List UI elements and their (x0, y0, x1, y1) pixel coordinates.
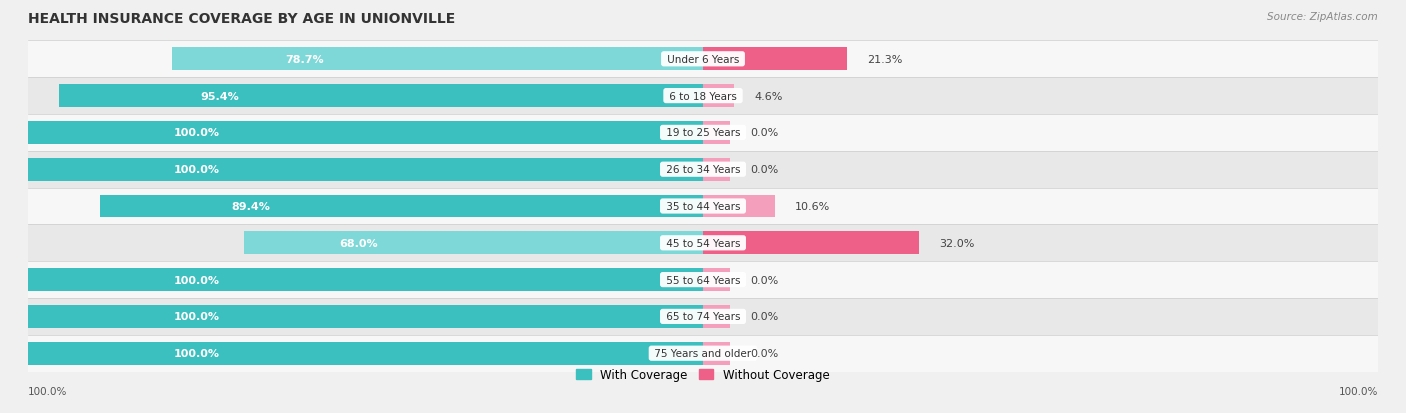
Text: 0.0%: 0.0% (751, 312, 779, 322)
Text: 100.0%: 100.0% (28, 387, 67, 396)
Text: 89.4%: 89.4% (231, 202, 270, 211)
Text: 55 to 64 Years: 55 to 64 Years (662, 275, 744, 285)
Text: 21.3%: 21.3% (868, 55, 903, 65)
Bar (28, 41, 1378, 78)
Text: 0.0%: 0.0% (751, 275, 779, 285)
Text: 32.0%: 32.0% (939, 238, 974, 248)
Text: 100.0%: 100.0% (174, 275, 219, 285)
Bar (28, 78, 1378, 115)
Bar (28, 261, 1378, 298)
Text: 65 to 74 Years: 65 to 74 Years (662, 312, 744, 322)
Text: 95.4%: 95.4% (201, 91, 239, 101)
Bar (703, 268, 730, 291)
Text: 19 to 25 Years: 19 to 25 Years (662, 128, 744, 138)
Bar (28, 305, 703, 328)
Text: 6 to 18 Years: 6 to 18 Years (666, 91, 740, 101)
Text: 100.0%: 100.0% (174, 128, 219, 138)
Text: 10.6%: 10.6% (794, 202, 830, 211)
Text: 100.0%: 100.0% (174, 312, 219, 322)
Bar (59, 85, 703, 108)
Bar (703, 159, 730, 181)
Bar (28, 335, 1378, 372)
Bar (703, 232, 920, 254)
Bar (28, 298, 1378, 335)
Text: Under 6 Years: Under 6 Years (664, 55, 742, 65)
Bar (28, 115, 1378, 152)
Text: 0.0%: 0.0% (751, 128, 779, 138)
Bar (245, 232, 703, 254)
Bar (703, 48, 846, 71)
Text: 35 to 44 Years: 35 to 44 Years (662, 202, 744, 211)
Bar (172, 48, 703, 71)
Bar (703, 85, 734, 108)
Text: 68.0%: 68.0% (339, 238, 378, 248)
Text: 4.6%: 4.6% (754, 91, 783, 101)
Text: 75 Years and older: 75 Years and older (651, 348, 755, 358)
Bar (703, 122, 730, 145)
Bar (28, 225, 1378, 261)
Bar (28, 188, 1378, 225)
Text: 100.0%: 100.0% (174, 165, 219, 175)
Text: 45 to 54 Years: 45 to 54 Years (662, 238, 744, 248)
Text: 100.0%: 100.0% (174, 348, 219, 358)
Bar (28, 342, 703, 365)
Bar (28, 268, 703, 291)
Bar (28, 152, 1378, 188)
Text: 0.0%: 0.0% (751, 165, 779, 175)
Bar (28, 122, 703, 145)
Bar (28, 159, 703, 181)
Text: HEALTH INSURANCE COVERAGE BY AGE IN UNIONVILLE: HEALTH INSURANCE COVERAGE BY AGE IN UNIO… (28, 12, 456, 26)
Text: 26 to 34 Years: 26 to 34 Years (662, 165, 744, 175)
Bar (703, 195, 775, 218)
Text: 100.0%: 100.0% (1339, 387, 1378, 396)
Bar (100, 195, 703, 218)
Text: 78.7%: 78.7% (285, 55, 323, 65)
Bar (703, 305, 730, 328)
Text: 0.0%: 0.0% (751, 348, 779, 358)
Text: Source: ZipAtlas.com: Source: ZipAtlas.com (1267, 12, 1378, 22)
Bar (703, 342, 730, 365)
Legend: With Coverage, Without Coverage: With Coverage, Without Coverage (572, 363, 834, 386)
